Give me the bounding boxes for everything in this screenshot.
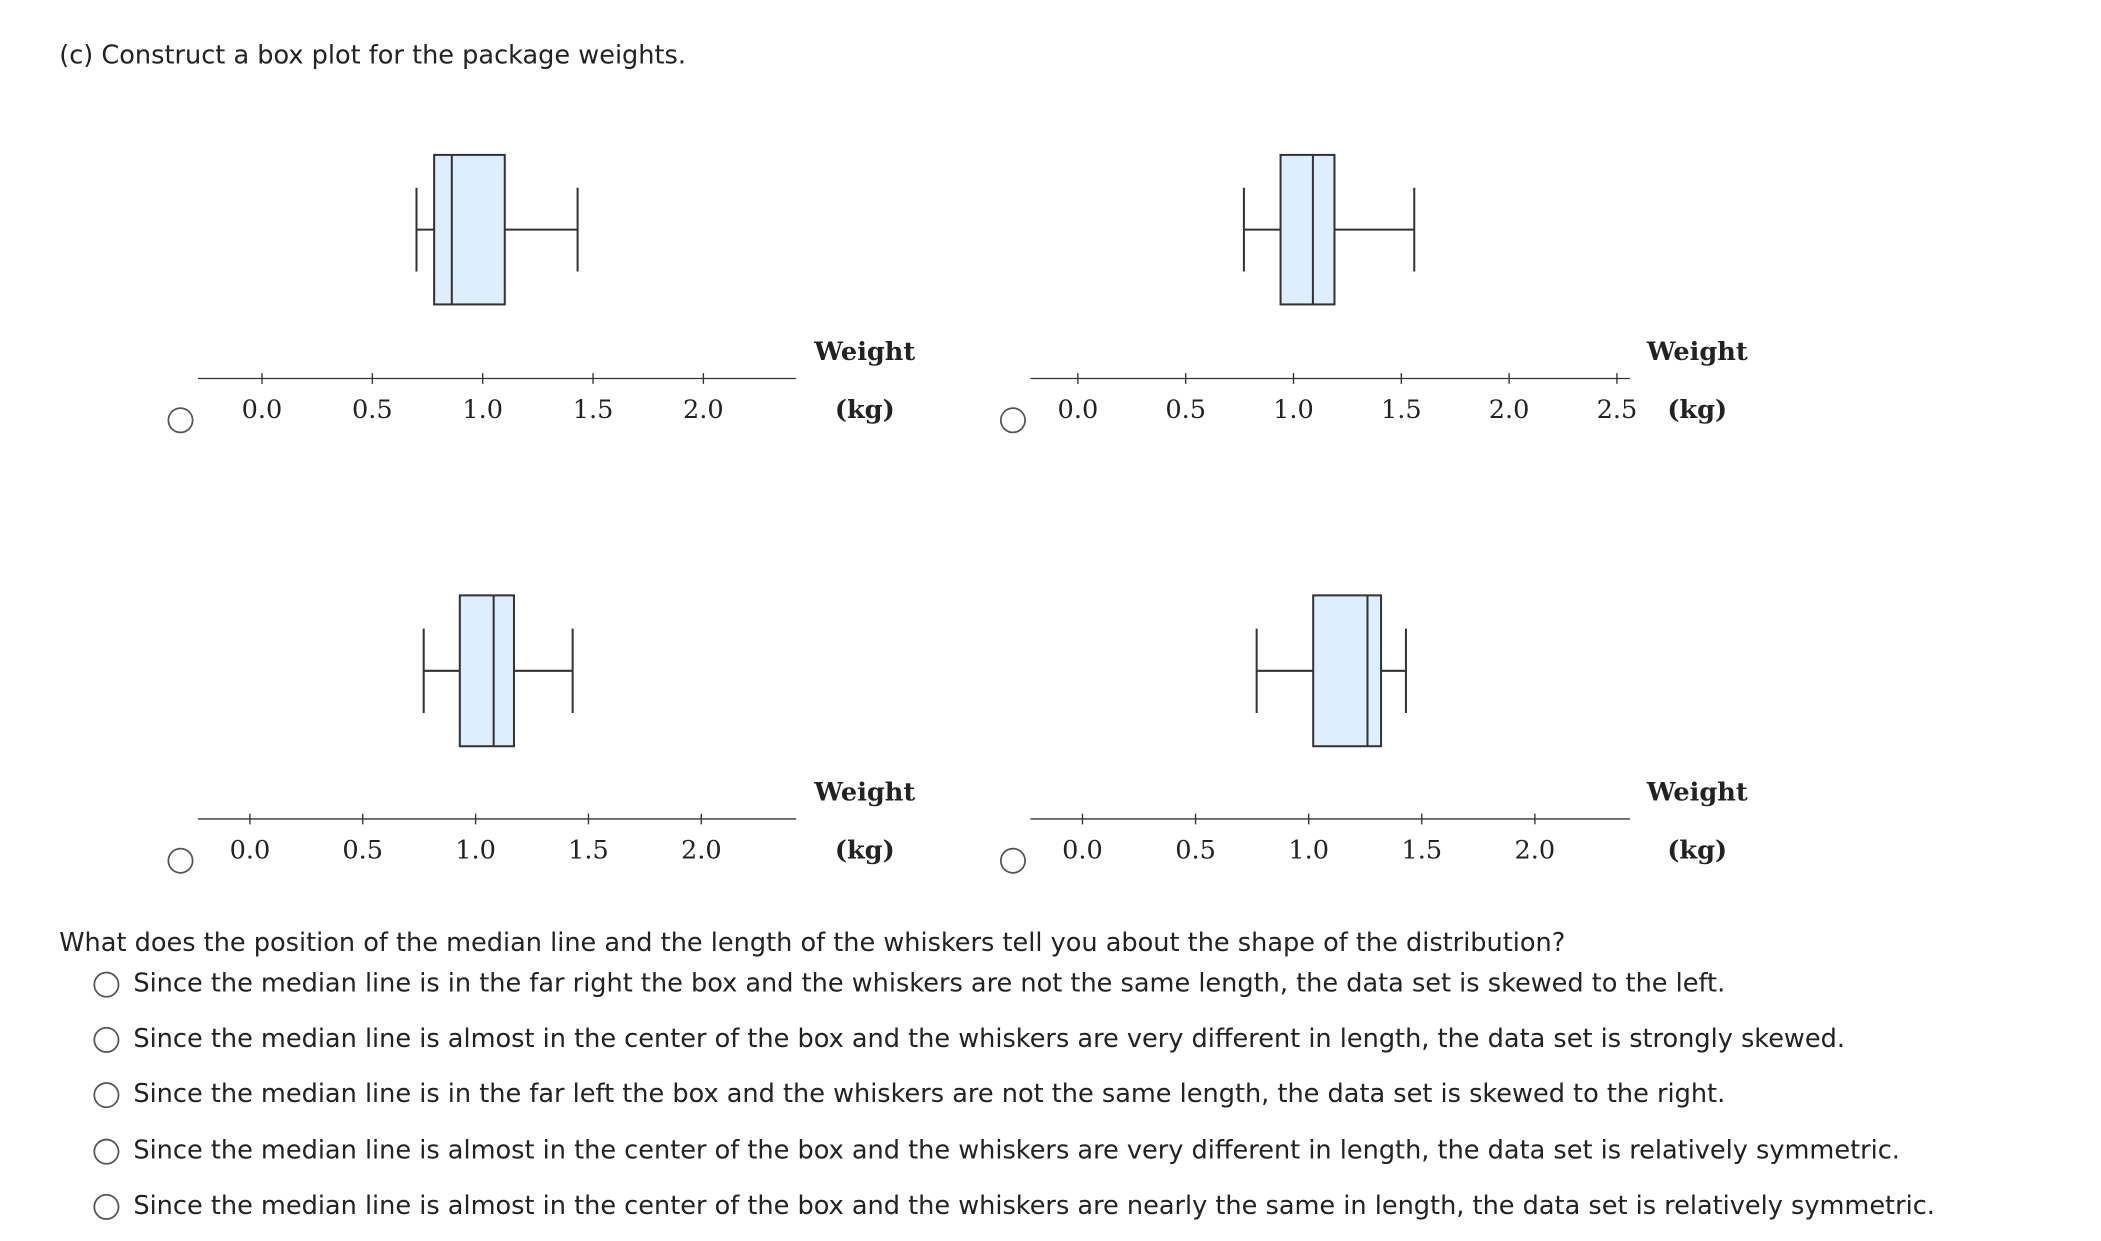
x-tick-label: 0.0 xyxy=(1058,395,1099,425)
x-tick-label: 2.0 xyxy=(683,395,724,425)
radio-button[interactable] xyxy=(167,407,194,434)
axis-label: (kg) xyxy=(835,835,895,865)
x-tick-label: 1.0 xyxy=(462,395,503,425)
axis-label: (kg) xyxy=(835,395,895,425)
radio-button[interactable] xyxy=(93,1193,120,1220)
option-text: Since the median line is almost in the c… xyxy=(133,1136,1900,1166)
x-tick-label: 1.5 xyxy=(568,835,609,865)
radio-button[interactable] xyxy=(167,847,194,874)
option-text: Since the median line is almost in the c… xyxy=(133,1191,1935,1221)
prompt: (c) Construct a box plot for the package… xyxy=(59,41,686,71)
x-tick-label: 1.0 xyxy=(1273,395,1314,425)
x-tick-label: 1.5 xyxy=(1381,395,1422,425)
x-tick-label: 2.0 xyxy=(681,835,722,865)
axis-label: Weight xyxy=(1646,337,1748,367)
axis-label: Weight xyxy=(1646,777,1748,807)
content: (c) Construct a box plot for the package… xyxy=(59,41,1935,1221)
x-tick-label: 1.5 xyxy=(1401,835,1442,865)
box xyxy=(458,594,515,748)
x-tick-label: 1.0 xyxy=(455,835,496,865)
x-tick-label: 0.5 xyxy=(1165,395,1206,425)
axis-label: Weight xyxy=(813,777,915,807)
radio-button[interactable] xyxy=(999,407,1026,434)
x-tick-label: 2.0 xyxy=(1489,395,1530,425)
option-text: Since the median line is almost in the c… xyxy=(133,1024,1845,1054)
x-tick-label: 2.0 xyxy=(1515,835,1556,865)
x-tick-label: 0.5 xyxy=(1175,835,1216,865)
x-tick-label: 2.5 xyxy=(1597,395,1638,425)
radio-button[interactable] xyxy=(93,1026,120,1053)
box xyxy=(433,153,506,306)
x-tick-label: 0.0 xyxy=(242,395,283,425)
axis-label: Weight xyxy=(813,337,915,367)
x-tick-label: 0.0 xyxy=(1062,835,1103,865)
question: What does the position of the median lin… xyxy=(59,928,1565,958)
radio-button[interactable] xyxy=(93,971,120,998)
box xyxy=(1312,594,1383,748)
axis-label: (kg) xyxy=(1667,395,1727,425)
radio-button[interactable] xyxy=(93,1138,120,1165)
x-tick-label: 0.0 xyxy=(230,835,271,865)
option-text: Since the median line is in the far righ… xyxy=(133,969,1725,999)
x-tick-label: 1.5 xyxy=(573,395,614,425)
radio-button[interactable] xyxy=(999,847,1026,874)
box xyxy=(1279,153,1336,306)
axis-label: (kg) xyxy=(1667,835,1727,865)
x-tick-label: 1.0 xyxy=(1288,835,1329,865)
x-tick-label: 0.5 xyxy=(352,395,393,425)
option-text: Since the median line is in the far left… xyxy=(133,1079,1725,1109)
x-tick-label: 0.5 xyxy=(342,835,383,865)
radio-button[interactable] xyxy=(93,1082,120,1109)
